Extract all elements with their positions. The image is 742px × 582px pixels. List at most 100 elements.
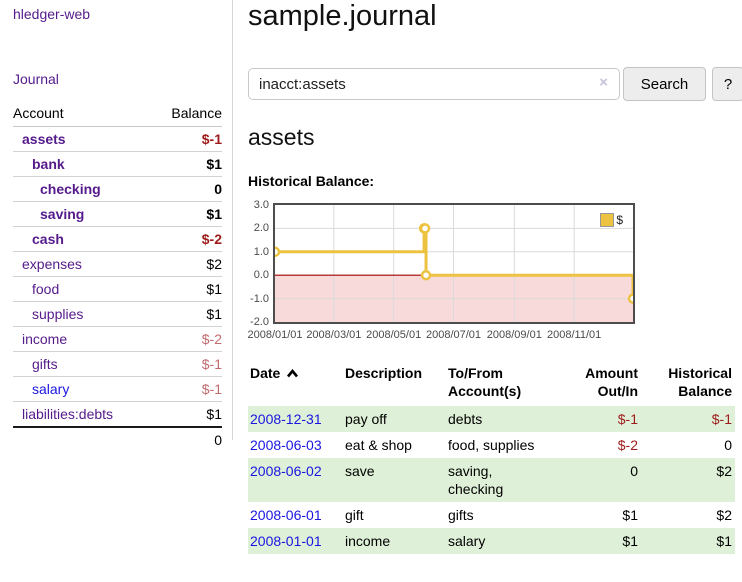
account-row: food $1 [13, 276, 222, 302]
account-balance: $1 [151, 276, 222, 302]
search-form: × [248, 68, 620, 100]
account-link-supplies[interactable]: supplies [32, 306, 84, 322]
register-row: 2008-06-02 save saving, checking 0 $2 [248, 458, 735, 502]
txn-date-link[interactable]: 2008-01-01 [250, 533, 322, 549]
x-tick-label: 2008/01/01 [247, 329, 303, 341]
sort-asc-icon [286, 365, 299, 381]
txn-description: eat & shop [345, 437, 412, 453]
account-link-checking[interactable]: checking [40, 181, 101, 197]
account-balance: $-2 [151, 226, 222, 252]
txn-accounts: gifts [448, 507, 474, 523]
account-link-salary[interactable]: salary [32, 381, 70, 397]
legend-label: $ [616, 213, 623, 227]
chart-title: Historical Balance: [248, 173, 375, 189]
txn-description: save [345, 463, 375, 479]
account-heading: assets [248, 124, 315, 150]
account-balance: $1 [151, 201, 222, 227]
account-row: income $-2 [13, 326, 222, 352]
txn-balance: $1 [716, 533, 732, 549]
account-balance: $2 [151, 251, 222, 277]
account-row: bank $1 [13, 151, 222, 177]
register-row: 2008-12-31 pay off debts $-1 $-1 [248, 406, 735, 432]
account-balance: $-1 [151, 126, 222, 152]
y-tick-label: -2.0 [250, 316, 269, 328]
txn-balance: $-1 [711, 411, 732, 427]
register-header-row: Date Description To/From Account(s) Amou… [248, 362, 735, 406]
txn-balance: $2 [716, 507, 732, 523]
txn-balance: 0 [724, 437, 732, 453]
col-balance: Historical Balance [668, 365, 732, 399]
search-button[interactable]: Search [623, 67, 706, 101]
txn-amount: $-1 [617, 411, 638, 427]
account-link-income[interactable]: income [22, 331, 68, 347]
account-balance: $-1 [151, 376, 222, 402]
sidebar-item-journal[interactable]: Journal [13, 71, 59, 87]
txn-date-link[interactable]: 2008-06-02 [250, 463, 322, 479]
account-link-gifts[interactable]: gifts [32, 356, 58, 372]
account-link-assets[interactable]: assets [22, 131, 66, 147]
account-row: expenses $2 [13, 251, 222, 277]
account-link-cash[interactable]: cash [32, 231, 64, 247]
y-tick-label: 0.0 [253, 269, 269, 282]
account-row: supplies $1 [13, 301, 222, 327]
txn-description: gift [345, 507, 364, 523]
txn-date-link[interactable]: 2008-06-01 [250, 507, 322, 523]
account-row: checking 0 [13, 176, 222, 202]
txn-amount: $1 [622, 507, 638, 523]
accounts-table: Account Balance assets $-1 bank $1 check… [13, 102, 222, 452]
account-balance: $1 [151, 401, 222, 428]
register-row: 2008-06-03 eat & shop food, supplies $-2… [248, 432, 735, 458]
txn-accounts: food, supplies [448, 437, 535, 453]
clear-search-icon[interactable]: × [599, 74, 608, 91]
account-balance: $1 [151, 151, 222, 177]
account-balance: $-2 [151, 326, 222, 352]
register-table: Date Description To/From Account(s) Amou… [248, 362, 735, 554]
balance-chart-svg [275, 205, 633, 322]
x-tick-label: 2008/07/01 [425, 329, 482, 341]
txn-accounts: debts [448, 411, 483, 427]
accounts-total-value: 0 [151, 426, 222, 452]
y-tick-label: 1.0 [253, 245, 269, 258]
y-tick-label: 3.0 [253, 199, 269, 211]
account-link-saving[interactable]: saving [40, 206, 85, 222]
account-link-expenses[interactable]: expenses [22, 256, 82, 272]
account-row: liabilities:debts $1 [13, 401, 222, 428]
accounts-col-account: Account [13, 102, 152, 127]
col-amount: Amount Out/In [585, 365, 638, 399]
account-balance: $-1 [151, 351, 222, 377]
x-tick-label: 2008/11/01 [547, 329, 602, 341]
txn-amount: $-2 [617, 437, 638, 453]
help-button[interactable]: ? [712, 67, 742, 101]
txn-amount: $1 [622, 533, 638, 549]
txn-date-link[interactable]: 2008-06-03 [250, 437, 322, 453]
txn-amount: 0 [630, 463, 638, 479]
legend-swatch-icon [600, 213, 615, 227]
col-date[interactable]: Date [248, 362, 343, 406]
txn-description: income [345, 533, 391, 549]
account-link-food[interactable]: food [32, 281, 60, 297]
app-title-link[interactable]: hledger-web [13, 6, 91, 22]
txn-accounts: saving, checking [448, 463, 504, 497]
txn-balance: $2 [716, 463, 732, 479]
search-input[interactable] [248, 68, 620, 100]
account-row: gifts $-1 [13, 351, 222, 377]
txn-description: pay off [345, 411, 387, 427]
account-row: salary $-1 [13, 376, 222, 402]
register-row: 2008-06-01 gift gifts $1 $2 [248, 502, 735, 528]
txn-accounts: salary [448, 533, 486, 549]
register-row: 2008-01-01 income salary $1 $1 [248, 528, 735, 554]
x-tick-label: 2008/05/01 [366, 329, 422, 341]
historical-balance-chart: $ [273, 203, 635, 324]
txn-date-link[interactable]: 2008-12-31 [250, 411, 322, 427]
col-description: Description [345, 365, 423, 381]
account-link-bank[interactable]: bank [32, 156, 65, 172]
account-balance: 0 [151, 176, 222, 202]
y-tick-label: 2.0 [253, 222, 269, 235]
chart-legend: $ [599, 212, 624, 228]
y-tick-label: -1.0 [250, 292, 269, 305]
account-link-liabilities-debts[interactable]: liabilities:debts [22, 406, 114, 422]
accounts-col-balance: Balance [151, 102, 222, 127]
x-tick-label: 2008/09/01 [486, 329, 542, 341]
x-tick-label: 2008/03/01 [306, 329, 362, 341]
